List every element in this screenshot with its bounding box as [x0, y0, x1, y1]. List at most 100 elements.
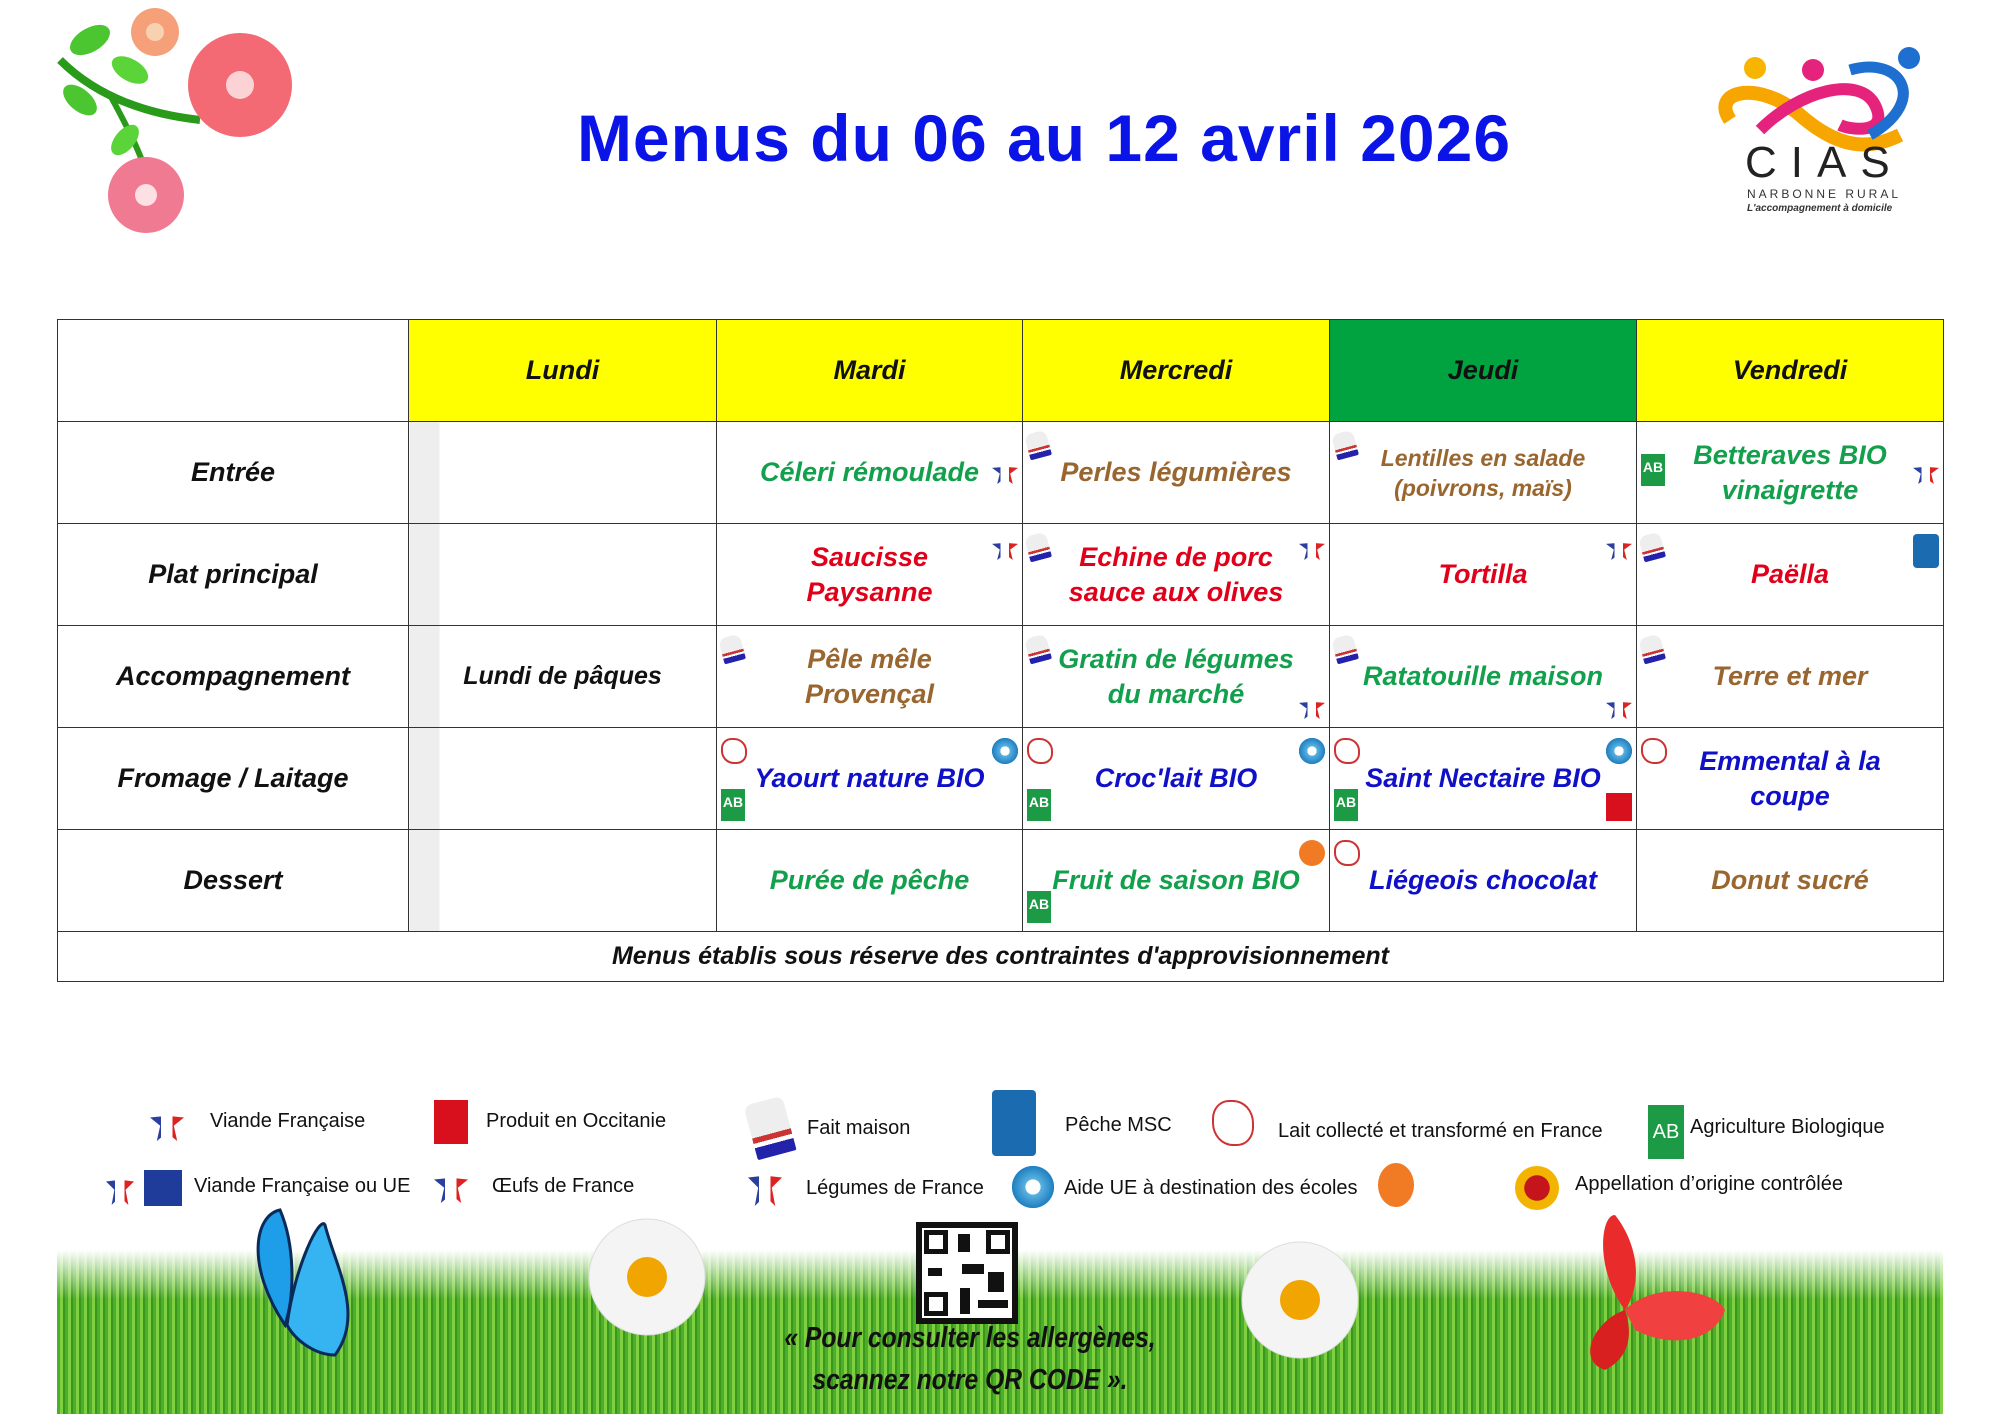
menu-cell: AB Croc'lait BIO — [1022, 727, 1330, 830]
table-row-accompagnement: Accompagnement Lundi de pâques Pêle mêle… — [57, 625, 1944, 728]
oeufs-france-icon — [434, 1165, 468, 1203]
fait-maison-icon — [1638, 633, 1666, 665]
dish: Yaourt nature BIO — [754, 763, 985, 793]
blue-butterfly-icon — [256, 1208, 350, 1357]
dish: Croc'lait BIO — [1094, 763, 1258, 793]
legend-label: Viande Française — [210, 1110, 366, 1132]
dish: Perles légumières — [1060, 457, 1292, 487]
msc-icon — [1913, 534, 1939, 568]
row-label: Fromage / Laitage — [57, 727, 409, 830]
fruit-ecole-icon — [1378, 1163, 1414, 1207]
lait-france-icon — [721, 738, 747, 764]
menu-cell: Gratin de légumes du marché — [1022, 625, 1330, 728]
legend-label: Lait collecté et transformé en France — [1278, 1120, 1603, 1142]
menu-table: Lundi Mardi Mercredi Jeudi Vendredi Entr… — [57, 319, 1944, 982]
lait-france-icon — [1334, 738, 1360, 764]
menu-cell — [408, 421, 717, 524]
msc-icon — [992, 1090, 1036, 1156]
menu-cell — [408, 523, 717, 626]
menu-cell: Lentilles en salade (poivrons, maïs) — [1329, 421, 1637, 524]
menu-cell: Donut sucré — [1636, 829, 1944, 932]
lait-france-icon — [1334, 840, 1360, 866]
logo-name: CIAS — [1745, 138, 1904, 187]
menu-cell: AB Yaourt nature BIO — [716, 727, 1023, 830]
dish: Saucisse Paysanne — [806, 541, 933, 607]
viande-francaise-icon — [992, 534, 1018, 560]
fait-maison-icon — [1331, 429, 1359, 461]
dish: Ratatouille maison — [1362, 661, 1604, 691]
menu-cell: Echine de porc sauce aux olives — [1022, 523, 1330, 626]
ab-icon: AB — [1641, 454, 1665, 486]
table-row-plat: Plat principal Saucisse Paysanne Echine … — [57, 523, 1944, 626]
ab-icon: AB — [1027, 891, 1051, 923]
dish: Tortilla — [1438, 559, 1528, 589]
dish: Fruit de saison BIO — [1052, 865, 1300, 895]
daisy-icon — [1241, 1241, 1359, 1359]
fait-maison-icon — [1638, 531, 1666, 563]
lait-france-icon — [1027, 738, 1053, 764]
legumes-france-icon — [748, 1160, 782, 1206]
menu-cell: AB Saint Nectaire BIO — [1329, 727, 1637, 830]
dish: Emmental à la coupe — [1699, 745, 1881, 811]
legend-label: Pêche MSC — [1065, 1114, 1172, 1136]
dish: Paëlla — [1750, 559, 1830, 589]
table-row-fromage: Fromage / Laitage AB Yaourt nature BIO AB… — [57, 727, 1944, 830]
legend-label: Légumes de France — [806, 1177, 984, 1199]
menu-cell: Purée de pêche — [716, 829, 1023, 932]
dish: Céleri rémoulade — [759, 457, 980, 487]
menu-cell: Liégeois chocolat — [1329, 829, 1637, 932]
qr-caption-line-1: « Pour consulter les allergènes, — [784, 1322, 1156, 1354]
dish: Terre et mer — [1712, 661, 1868, 691]
menu-cell: AB Fruit de saison BIO — [1022, 829, 1330, 932]
legend-label: Agriculture Biologique — [1690, 1116, 1885, 1138]
row-label: Dessert — [57, 829, 409, 932]
qr-code[interactable] — [916, 1222, 1018, 1324]
aide-ue-icon — [1606, 738, 1632, 764]
header-blank — [57, 319, 409, 422]
cias-logo-mark-icon — [1718, 47, 1920, 152]
fait-maison-icon — [743, 1095, 797, 1161]
dish: Gratin de légumes du marché — [1058, 643, 1294, 709]
legend-label: Œufs de France — [492, 1175, 635, 1197]
aide-ue-icon — [1012, 1166, 1054, 1208]
ab-icon: AB — [721, 789, 745, 821]
menu-cell — [408, 727, 717, 830]
menu-cell: Paëlla — [1636, 523, 1944, 626]
occitanie-icon — [1606, 793, 1632, 821]
aide-ue-icon — [1299, 738, 1325, 764]
legend-label: Appellation d’origine contrôlée — [1575, 1173, 1843, 1195]
fait-maison-icon — [1024, 531, 1052, 563]
red-butterfly-icon — [1590, 1215, 1725, 1370]
header-lundi: Lundi — [408, 319, 717, 422]
menu-cell: Emmental à la coupe — [1636, 727, 1944, 830]
fait-maison-icon — [1331, 633, 1359, 665]
fruit-ecole-icon — [1299, 840, 1325, 866]
dish: Echine de porc sauce aux olives — [1068, 541, 1284, 607]
legumes-france-icon — [1606, 693, 1632, 719]
legumes-france-icon — [1299, 693, 1325, 719]
header-row: Lundi Mardi Mercredi Jeudi Vendredi — [57, 319, 1944, 422]
menu-cell: Tortilla — [1329, 523, 1637, 626]
lait-france-icon — [1641, 738, 1667, 764]
menu-cell: Saucisse Paysanne — [716, 523, 1023, 626]
menu-cell — [408, 829, 717, 932]
ab-icon: AB — [1027, 789, 1051, 821]
viande-francaise-icon — [150, 1103, 184, 1141]
viande-francaise-icon — [106, 1167, 134, 1205]
page-title: Menus du 06 au 12 avril 2026 — [576, 101, 1512, 175]
dish: Saint Nectaire BIO — [1365, 763, 1601, 793]
menu-cell: AB Betteraves BIO vinaigrette — [1636, 421, 1944, 524]
fait-maison-icon — [1024, 633, 1052, 665]
dish: Donut sucré — [1711, 865, 1869, 895]
dish: Liégeois chocolat — [1368, 865, 1598, 895]
menu-cell: Ratatouille maison — [1329, 625, 1637, 728]
dish: Lentilles en salade (poivrons, maïs) — [1380, 444, 1586, 501]
legumes-france-icon — [992, 458, 1018, 484]
menu-cell: Terre et mer — [1636, 625, 1944, 728]
row-label: Plat principal — [57, 523, 409, 626]
fait-maison-icon — [1024, 429, 1052, 461]
row-label: Entrée — [57, 421, 409, 524]
legend-label: Produit en Occitanie — [486, 1110, 667, 1132]
legumes-france-icon — [1913, 458, 1939, 484]
menu-cell: Céleri rémoulade — [716, 421, 1023, 524]
